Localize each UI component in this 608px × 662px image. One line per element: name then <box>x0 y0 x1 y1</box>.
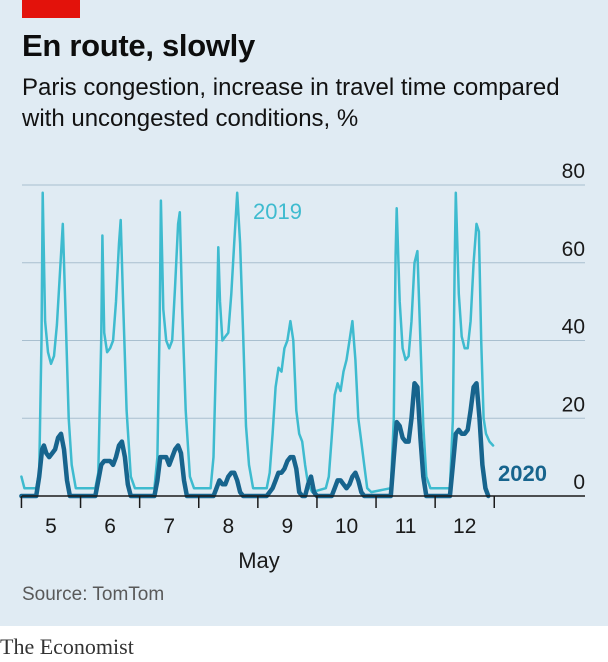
x-tick-label: 11 <box>395 515 417 538</box>
y-tick-label: 80 <box>562 160 585 183</box>
x-tick-label: 8 <box>222 515 234 538</box>
x-tick-label: 7 <box>163 515 175 538</box>
source-note: Source: TomTom <box>22 584 165 605</box>
x-axis-title: May <box>238 548 280 573</box>
series-label-2020: 2020 <box>498 461 547 486</box>
series-layer <box>19 191 495 499</box>
x-tick-label: 12 <box>453 515 476 538</box>
x-tick-label: 10 <box>335 515 358 538</box>
publisher-wordmark: The Economist <box>0 634 134 659</box>
brand-red-tag <box>22 0 80 18</box>
x-tick-label: 6 <box>104 515 116 538</box>
grid-layer <box>22 184 585 419</box>
y-tick-label: 40 <box>562 316 585 339</box>
y-tick-label: 20 <box>562 393 585 416</box>
chart-title: En route, slowly <box>22 28 255 63</box>
x-tick-label: 5 <box>45 515 57 538</box>
y-tick-label: 0 <box>573 471 585 494</box>
y-tick-label: 60 <box>562 238 585 261</box>
x-tick-label: 9 <box>282 515 294 538</box>
axis-layer: 0 20 40 60 80 2019 2020 5 6 7 8 9 10 11 12 May <box>20 160 585 573</box>
line-chart: 0 20 40 60 80 2019 2020 5 6 7 8 9 10 11 12 May <box>19 160 585 573</box>
series-label-2019: 2019 <box>253 199 302 224</box>
series-line-2019 <box>20 191 495 494</box>
chart-subtitle: Paris congestion, increase in travel tim… <box>22 74 560 132</box>
series-line-2020 <box>19 381 491 499</box>
